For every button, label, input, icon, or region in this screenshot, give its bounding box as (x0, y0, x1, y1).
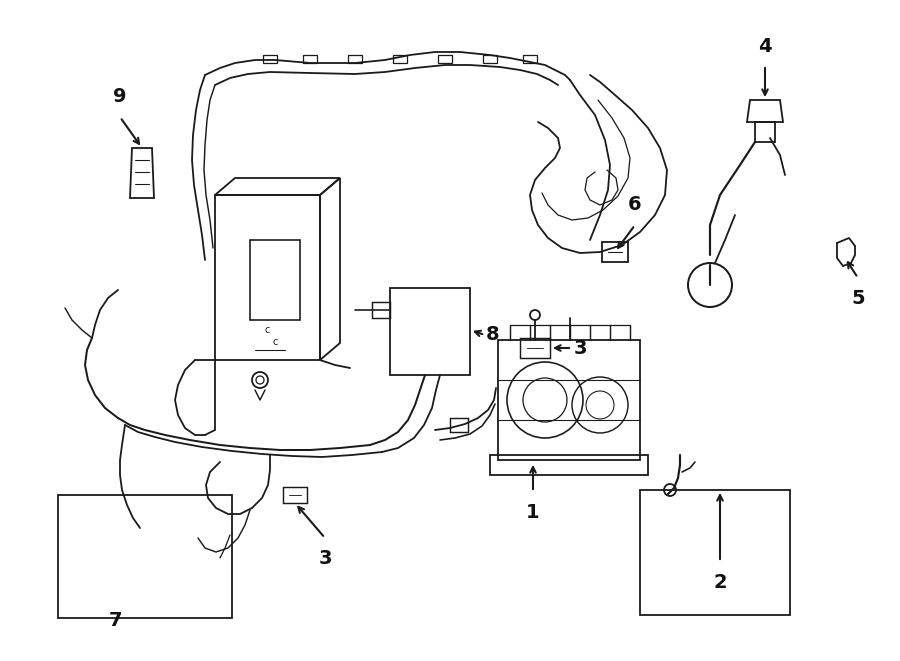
Text: c: c (265, 325, 270, 335)
Text: 9: 9 (113, 87, 127, 106)
Text: 3: 3 (573, 338, 587, 358)
Text: 1: 1 (526, 502, 540, 522)
Text: 5: 5 (851, 288, 865, 307)
Text: 7: 7 (108, 611, 122, 629)
Text: 6: 6 (628, 196, 642, 215)
Text: c: c (273, 337, 278, 347)
Text: 2: 2 (713, 572, 727, 592)
Text: 8: 8 (486, 325, 500, 344)
Text: 3: 3 (319, 549, 332, 568)
Text: 4: 4 (758, 38, 772, 56)
